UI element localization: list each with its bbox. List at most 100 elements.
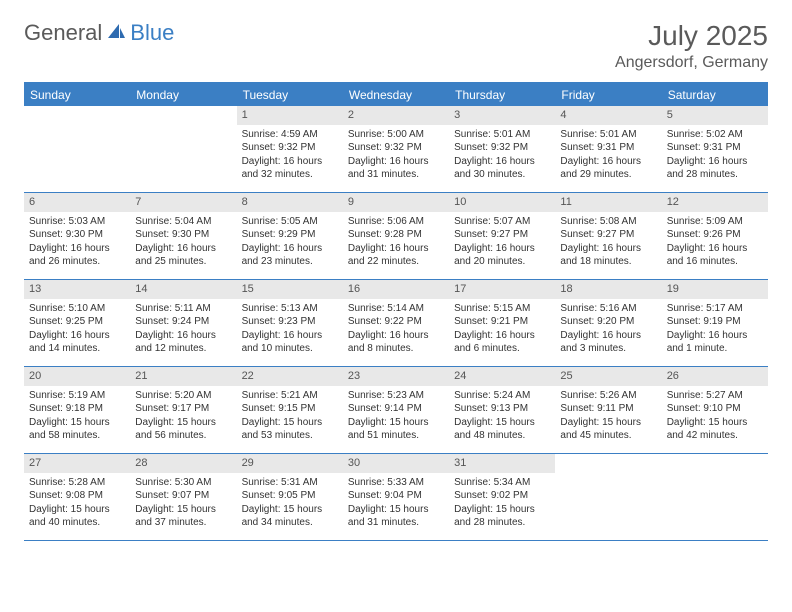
sunset-text: Sunset: 9:08 PM <box>29 489 125 503</box>
day-number: 24 <box>449 367 555 386</box>
sunset-text: Sunset: 9:13 PM <box>454 402 550 416</box>
daylight-line2: and 14 minutes. <box>29 342 125 356</box>
sunrise-text: Sunrise: 5:04 AM <box>135 215 231 229</box>
sunrise-text: Sunrise: 5:27 AM <box>667 389 763 403</box>
day-body: Sunrise: 5:03 AMSunset: 9:30 PMDaylight:… <box>24 212 130 274</box>
day-number: 28 <box>130 454 236 473</box>
sunset-text: Sunset: 9:14 PM <box>348 402 444 416</box>
calendar-cell: 1Sunrise: 4:59 AMSunset: 9:32 PMDaylight… <box>237 106 343 192</box>
daylight-line2: and 37 minutes. <box>135 516 231 530</box>
day-body: Sunrise: 5:02 AMSunset: 9:31 PMDaylight:… <box>662 125 768 187</box>
sunrise-text: Sunrise: 5:20 AM <box>135 389 231 403</box>
sunset-text: Sunset: 9:24 PM <box>135 315 231 329</box>
sunset-text: Sunset: 9:31 PM <box>667 141 763 155</box>
day-body: Sunrise: 5:28 AMSunset: 9:08 PMDaylight:… <box>24 473 130 535</box>
weekday-monday: Monday <box>130 84 236 106</box>
daylight-line1: Daylight: 15 hours <box>560 416 656 430</box>
daylight-line2: and 23 minutes. <box>242 255 338 269</box>
day-number: 31 <box>449 454 555 473</box>
sunset-text: Sunset: 9:18 PM <box>29 402 125 416</box>
day-body: Sunrise: 5:16 AMSunset: 9:20 PMDaylight:… <box>555 299 661 361</box>
day-body: Sunrise: 5:20 AMSunset: 9:17 PMDaylight:… <box>130 386 236 448</box>
daylight-line2: and 22 minutes. <box>348 255 444 269</box>
day-number: 21 <box>130 367 236 386</box>
daylight-line2: and 31 minutes. <box>348 516 444 530</box>
calendar-body: 1Sunrise: 4:59 AMSunset: 9:32 PMDaylight… <box>24 106 768 541</box>
sunset-text: Sunset: 9:19 PM <box>667 315 763 329</box>
daylight-line2: and 18 minutes. <box>560 255 656 269</box>
calendar-cell: 14Sunrise: 5:11 AMSunset: 9:24 PMDayligh… <box>130 280 236 366</box>
calendar-cell <box>555 454 661 540</box>
daylight-line1: Daylight: 15 hours <box>29 503 125 517</box>
calendar: Sunday Monday Tuesday Wednesday Thursday… <box>24 82 768 541</box>
calendar-cell: 18Sunrise: 5:16 AMSunset: 9:20 PMDayligh… <box>555 280 661 366</box>
calendar-cell: 10Sunrise: 5:07 AMSunset: 9:27 PMDayligh… <box>449 193 555 279</box>
sunrise-text: Sunrise: 5:02 AM <box>667 128 763 142</box>
calendar-cell: 30 Sunrise: 5:33 AMSunset: 9:04 PMDayligh… <box>343 454 449 540</box>
day-body: Sunrise: 5:17 AMSunset: 9:19 PMDaylight:… <box>662 299 768 361</box>
day-body: Sunrise: 5:14 AMSunset: 9:22 PMDaylight:… <box>343 299 449 361</box>
day-number: 29 <box>237 454 343 473</box>
daylight-line2: and 6 minutes. <box>454 342 550 356</box>
sunrise-text: Sunrise: 5:31 AM <box>242 476 338 490</box>
day-number: 5 <box>662 106 768 125</box>
day-body: Sunrise: 5:11 AMSunset: 9:24 PMDaylight:… <box>130 299 236 361</box>
weekday-tuesday: Tuesday <box>237 84 343 106</box>
day-number: 6 <box>24 193 130 212</box>
daylight-line2: and 58 minutes. <box>29 429 125 443</box>
sunrise-text: Sunrise: 5:05 AM <box>242 215 338 229</box>
calendar-cell: 19Sunrise: 5:17 AMSunset: 9:19 PMDayligh… <box>662 280 768 366</box>
calendar-cell: 22Sunrise: 5:21 AMSunset: 9:15 PMDayligh… <box>237 367 343 453</box>
daylight-line2: and 20 minutes. <box>454 255 550 269</box>
sunrise-text: Sunrise: 5:28 AM <box>29 476 125 490</box>
calendar-row: 1Sunrise: 4:59 AMSunset: 9:32 PMDaylight… <box>24 106 768 193</box>
daylight-line1: Daylight: 16 hours <box>135 242 231 256</box>
daylight-line2: and 10 minutes. <box>242 342 338 356</box>
daylight-line2: and 30 minutes. <box>454 168 550 182</box>
logo-text-blue: Blue <box>130 20 174 46</box>
calendar-cell: 16Sunrise: 5:14 AMSunset: 9:22 PMDayligh… <box>343 280 449 366</box>
sunset-text: Sunset: 9:04 PM <box>348 489 444 503</box>
day-body: Sunrise: 5:19 AMSunset: 9:18 PMDaylight:… <box>24 386 130 448</box>
calendar-row: 20Sunrise: 5:19 AMSunset: 9:18 PMDayligh… <box>24 367 768 454</box>
sunrise-text: Sunrise: 5:30 AM <box>135 476 231 490</box>
day-number: 8 <box>237 193 343 212</box>
day-number: 9 <box>343 193 449 212</box>
daylight-line1: Daylight: 16 hours <box>560 329 656 343</box>
sunrise-text: Sunrise: 5:14 AM <box>348 302 444 316</box>
day-number: 2 <box>343 106 449 125</box>
calendar-cell: 23Sunrise: 5:23 AMSunset: 9:14 PMDayligh… <box>343 367 449 453</box>
daylight-line2: and 45 minutes. <box>560 429 656 443</box>
day-number: 4 <box>555 106 661 125</box>
daylight-line1: Daylight: 16 hours <box>454 155 550 169</box>
sunset-text: Sunset: 9:23 PM <box>242 315 338 329</box>
sunrise-text: Sunrise: 5:01 AM <box>560 128 656 142</box>
daylight-line1: Daylight: 15 hours <box>348 503 444 517</box>
calendar-page: General Blue July 2025 Angersdorf, Germa… <box>0 0 792 561</box>
day-number: 27 <box>24 454 130 473</box>
header: General Blue July 2025 Angersdorf, Germa… <box>24 20 768 72</box>
sunset-text: Sunset: 9:32 PM <box>348 141 444 155</box>
day-number: 20 <box>24 367 130 386</box>
sunrise-text: Sunrise: 5:16 AM <box>560 302 656 316</box>
daylight-line2: and 31 minutes. <box>348 168 444 182</box>
calendar-cell: 29Sunrise: 5:31 AMSunset: 9:05 PMDayligh… <box>237 454 343 540</box>
sunset-text: Sunset: 9:21 PM <box>454 315 550 329</box>
sunset-text: Sunset: 9:27 PM <box>560 228 656 242</box>
day-body: Sunrise: 5:15 AMSunset: 9:21 PMDaylight:… <box>449 299 555 361</box>
day-number: 30 <box>343 454 449 473</box>
sunrise-text: Sunrise: 4:59 AM <box>242 128 338 142</box>
calendar-cell: 24Sunrise: 5:24 AMSunset: 9:13 PMDayligh… <box>449 367 555 453</box>
daylight-line2: and 8 minutes. <box>348 342 444 356</box>
calendar-cell: 31Sunrise: 5:34 AMSunset: 9:02 PMDayligh… <box>449 454 555 540</box>
sunset-text: Sunset: 9:30 PM <box>29 228 125 242</box>
daylight-line1: Daylight: 15 hours <box>242 416 338 430</box>
daylight-line1: Daylight: 15 hours <box>242 503 338 517</box>
daylight-line1: Daylight: 16 hours <box>454 329 550 343</box>
day-body: Sunrise: 5:04 AMSunset: 9:30 PMDaylight:… <box>130 212 236 274</box>
sunrise-text: Sunrise: 5:33 AM <box>348 476 444 490</box>
daylight-line1: Daylight: 15 hours <box>29 416 125 430</box>
calendar-cell <box>130 106 236 192</box>
day-body: Sunrise: 5:05 AMSunset: 9:29 PMDaylight:… <box>237 212 343 274</box>
calendar-cell: 20Sunrise: 5:19 AMSunset: 9:18 PMDayligh… <box>24 367 130 453</box>
